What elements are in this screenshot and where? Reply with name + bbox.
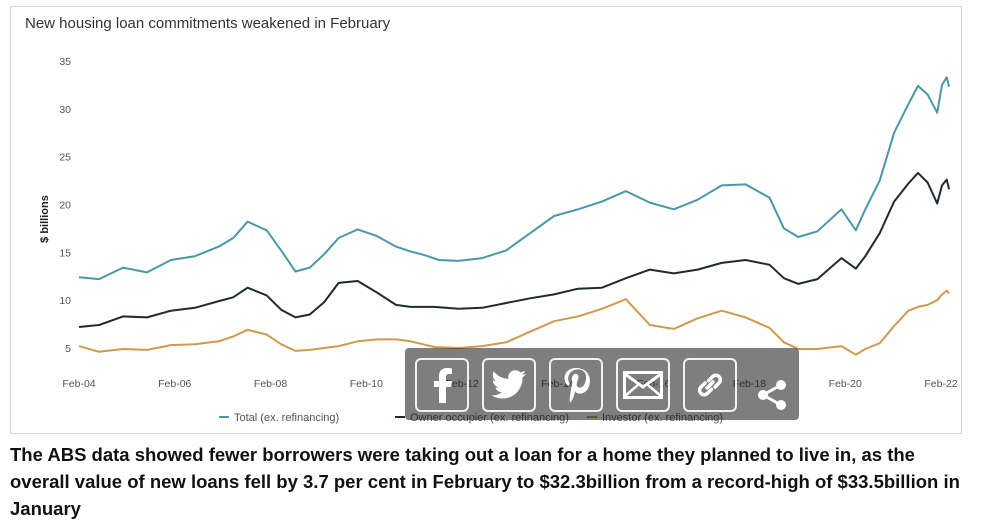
x-tick-label: Feb-08: [254, 378, 287, 390]
x-tick-label: Feb-10: [350, 378, 383, 390]
y-tick-label: 20: [59, 200, 71, 212]
twitter-icon: [491, 370, 526, 399]
email-icon: [623, 371, 663, 399]
x-tick-label: Feb-22: [924, 378, 957, 390]
y-tick-label: 5: [65, 343, 71, 355]
y-tick-label: 15: [59, 247, 71, 259]
x-tick-label: Feb-06: [158, 378, 191, 390]
series-line-1: [78, 171, 951, 328]
email-share-button[interactable]: [616, 358, 670, 412]
x-tick-label: Feb-20: [829, 378, 862, 390]
series-line-2: [78, 289, 950, 356]
y-tick-label: 35: [59, 56, 71, 68]
y-tick-label: 30: [59, 104, 71, 116]
pinterest-icon: [564, 368, 590, 403]
x-tick-label: Feb-04: [62, 378, 95, 390]
share-icon: [758, 380, 786, 410]
facebook-icon: [434, 368, 452, 403]
y-tick-label: 10: [59, 295, 71, 307]
link-icon: [697, 373, 723, 397]
copy-link-button[interactable]: [683, 358, 737, 412]
legend-label: Total (ex. refinancing): [234, 412, 339, 424]
facebook-share-button[interactable]: [415, 358, 469, 412]
chart-title: New housing loan commitments weakened in…: [25, 15, 391, 32]
series-line-0: [78, 76, 951, 281]
pinterest-share-button[interactable]: [549, 358, 603, 412]
y-axis-label: $ billions: [39, 195, 51, 243]
y-tick-label: 25: [59, 152, 71, 164]
more-share-button[interactable]: [755, 378, 789, 417]
image-caption: The ABS data showed fewer borrowers were…: [10, 444, 960, 519]
share-bar: [405, 348, 799, 420]
twitter-share-button[interactable]: [482, 358, 536, 412]
